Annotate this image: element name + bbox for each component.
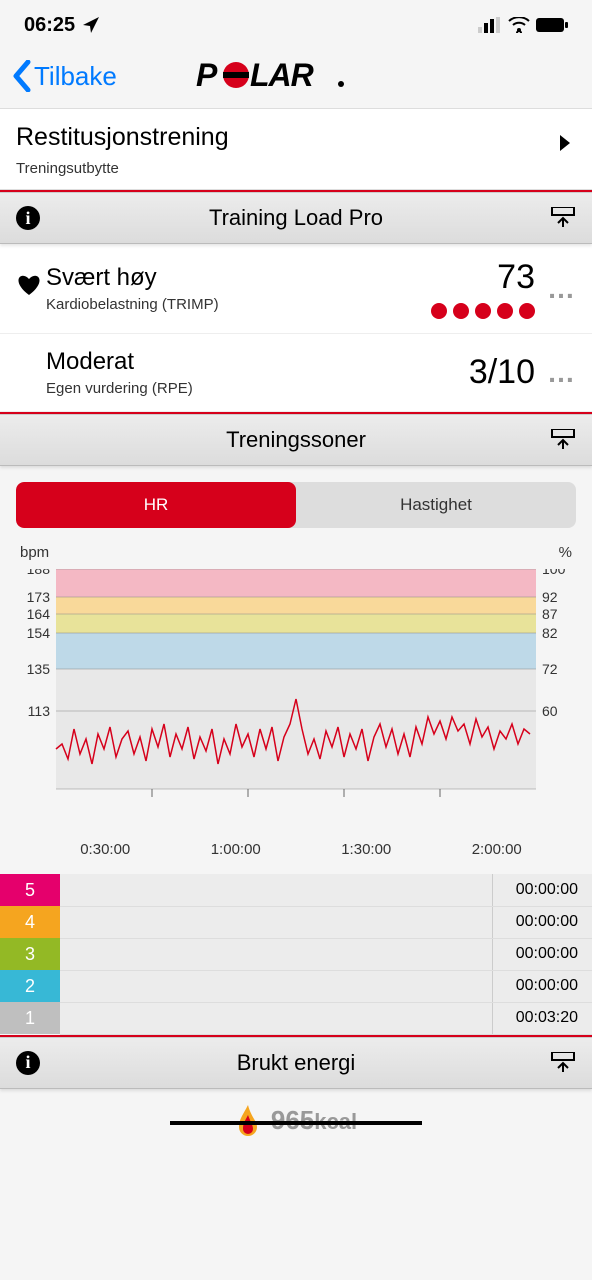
zone-number: 3 <box>0 938 60 970</box>
status-bar: 06:25 <box>0 0 592 50</box>
zone-time: 00:00:00 <box>492 938 592 970</box>
tab-speed[interactable]: Hastighet <box>296 482 576 528</box>
svg-text:82: 82 <box>542 625 558 641</box>
zone-row: 4 00:00:00 <box>0 906 592 938</box>
rpe-label: Egen vurdering (RPE) <box>46 380 469 397</box>
y-left-label: bpm <box>20 544 49 561</box>
zone-tabs: HR Hastighet <box>16 482 576 528</box>
cardio-label: Kardiobelastning (TRIMP) <box>46 296 431 313</box>
svg-text:164: 164 <box>27 606 51 622</box>
x-axis-labels: 0:30:00 1:00:00 1:30:00 2:00:00 <box>0 829 592 874</box>
energy-header[interactable]: i Brukt energi <box>0 1037 592 1089</box>
chevron-right-icon <box>558 133 572 153</box>
more-icon[interactable]: … <box>547 273 576 305</box>
hr-chart-svg: 188 173164 154 135 113 100 9287 82 72 60 <box>16 569 576 829</box>
zone-row: 5 00:00:00 <box>0 874 592 906</box>
benefit-title: Restitusjonstrening <box>16 123 576 152</box>
cardio-load-row[interactable]: Svært høy Kardiobelastning (TRIMP) 73 … <box>0 244 592 334</box>
energy-row: 965kcal <box>0 1089 592 1153</box>
status-time: 06:25 <box>24 14 75 37</box>
back-button[interactable]: Tilbake <box>12 60 117 92</box>
signal-icon <box>478 17 502 33</box>
zone-number: 4 <box>0 906 60 938</box>
tab-hr[interactable]: HR <box>16 482 296 528</box>
zone-bar <box>60 970 492 1002</box>
y-right-label: % <box>559 544 572 561</box>
svg-text:LAR: LAR <box>250 57 314 93</box>
training-load-title: Training Load Pro <box>209 205 383 231</box>
collapse-icon[interactable] <box>550 1052 576 1074</box>
zone-bar <box>60 938 492 970</box>
zone-number: 1 <box>0 1002 60 1034</box>
svg-text:113: 113 <box>28 703 51 719</box>
svg-text:100: 100 <box>542 569 566 577</box>
zone-row: 1 00:03:20 <box>0 1002 592 1034</box>
cardio-level: Svært høy <box>46 264 431 292</box>
svg-text:92: 92 <box>542 589 558 605</box>
zones-title: Treningssoner <box>226 427 366 453</box>
wifi-icon <box>508 17 530 33</box>
zone-table: 5 00:00:00 4 00:00:00 3 00:00:00 2 00:00… <box>0 874 592 1035</box>
battery-icon <box>536 17 568 33</box>
collapse-icon[interactable] <box>550 429 576 451</box>
zone-number: 2 <box>0 970 60 1002</box>
zone-bar <box>60 874 492 906</box>
svg-text:173: 173 <box>27 589 51 605</box>
rpe-level: Moderat <box>46 348 469 376</box>
energy-title: Brukt energi <box>237 1050 356 1076</box>
more-icon[interactable]: … <box>547 357 576 389</box>
cardio-dots <box>431 303 535 319</box>
zone-time: 00:00:00 <box>492 874 592 906</box>
zone-bar <box>60 906 492 938</box>
zone-time: 00:03:20 <box>492 1002 592 1034</box>
hr-chart: bpm % 188 173164 154 135 113 100 9287 82 72 60 <box>0 544 592 829</box>
svg-text:60: 60 <box>542 703 558 719</box>
location-icon <box>81 15 101 35</box>
training-load-header[interactable]: i Training Load Pro <box>0 192 592 244</box>
zone-time: 00:00:00 <box>492 970 592 1002</box>
benefit-subtitle: Treningsutbytte <box>16 160 576 177</box>
info-icon[interactable]: i <box>16 206 40 230</box>
svg-text:154: 154 <box>27 625 51 641</box>
zones-header[interactable]: Treningssoner <box>0 414 592 466</box>
chevron-left-icon <box>12 60 32 92</box>
zone-row: 3 00:00:00 <box>0 938 592 970</box>
svg-text:188: 188 <box>27 569 51 577</box>
heart-icon <box>16 273 46 304</box>
energy-value: 965kcal <box>271 1105 357 1136</box>
collapse-icon[interactable] <box>550 207 576 229</box>
zone-time: 00:00:00 <box>492 906 592 938</box>
rpe-row[interactable]: Moderat Egen vurdering (RPE) 3/10 … <box>0 334 592 412</box>
info-icon[interactable]: i <box>16 1051 40 1075</box>
svg-text:135: 135 <box>27 661 51 677</box>
back-label: Tilbake <box>34 61 117 92</box>
flame-icon <box>235 1105 261 1137</box>
zone-bar <box>60 1002 492 1034</box>
svg-text:P: P <box>196 57 218 93</box>
zone-number: 5 <box>0 874 60 906</box>
svg-text:87: 87 <box>542 606 558 622</box>
cardio-value: 73 <box>431 258 535 297</box>
nav-header: Tilbake P LAR <box>0 50 592 109</box>
benefit-section[interactable]: Restitusjonstrening Treningsutbytte <box>0 109 592 190</box>
zone-row: 2 00:00:00 <box>0 970 592 1002</box>
polar-logo: P LAR <box>196 56 396 96</box>
rpe-value: 3/10 <box>469 353 535 392</box>
svg-text:72: 72 <box>542 661 558 677</box>
